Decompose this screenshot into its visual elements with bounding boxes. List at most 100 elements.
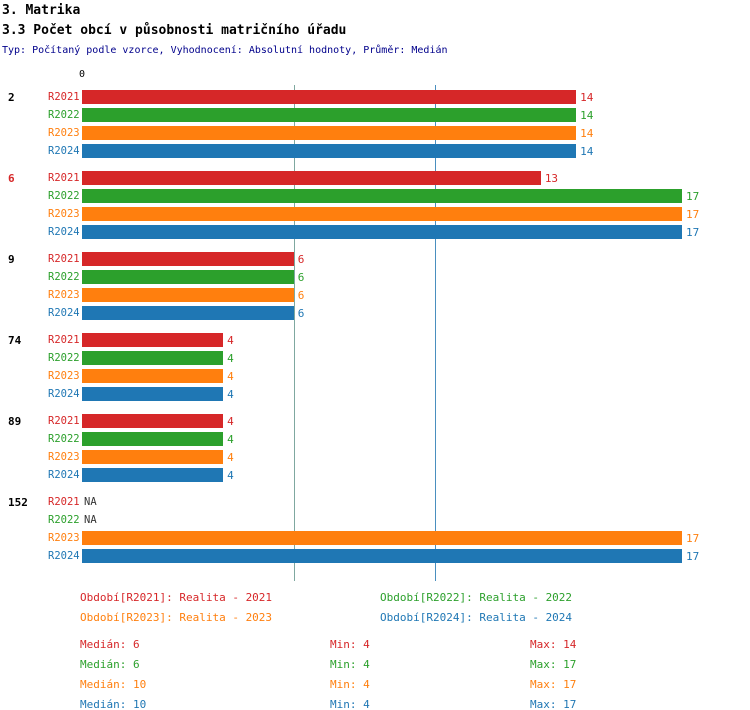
bar-value-label: 6 [297,306,305,320]
series-label: R2023 [48,208,80,220]
bar-value-label: 4 [227,351,234,365]
chart-meta: Typ: Počítaný podle vzorce, Vyhodnocení:… [2,45,448,56]
bar [82,369,224,383]
series-label: R2022 [48,514,80,526]
series-label: R2021 [48,334,80,346]
max-stat: Max: 17 [530,678,577,691]
bar-row: 6 R2021 13 [0,171,750,185]
bar-row: R2023 6 [0,288,750,302]
min-stat: Min: 4 [330,658,370,671]
bar-value-label: 6 [297,252,305,266]
bar-row: R2022 6 [0,270,750,284]
legend: Období[R2021]: Realita - 2021 Období[R202… [80,591,750,624]
bar-value-label: 6 [297,270,305,284]
bar [82,207,682,221]
min-stat: Min: 4 [330,678,370,691]
bar-row: 74 R2021 4 [0,333,750,347]
bar-row: R2023 17 [0,531,750,545]
bar [82,450,224,464]
stats-row: Medián: 10 Min: 4 Max: 17 [80,679,750,691]
series-label: R2021 [48,253,80,265]
bar [82,108,577,122]
bar-row: R2022 NA [0,513,750,527]
bar [82,306,294,320]
legend-item: Období[R2022]: Realita - 2022 [380,591,573,604]
bar-value-label: 14 [580,126,594,140]
series-label: R2023 [48,127,80,139]
series-label: R2021 [48,415,80,427]
category-label: 9 [8,252,15,266]
median-gridline [434,85,436,581]
stats-row: Medián: 10 Min: 4 Max: 17 [80,699,750,710]
plot-area: 2 R2021 14 R2022 14 R2023 14 R2024 14 6 R2021 13 R20… [0,85,750,581]
series-label: R2023 [48,532,80,544]
median-stat: Medián: 6 [80,638,140,651]
report-title: 3. Matrika [2,3,81,18]
bar-row: R2023 4 [0,369,750,383]
series-label: R2024 [48,550,80,562]
series-label: R2022 [48,109,80,121]
bar [82,270,294,284]
bar-row: R2023 4 [0,450,750,464]
bar-value-label: 4 [227,414,234,428]
legend-item: Období[R2023]: Realita - 2023 [80,611,273,624]
bar [82,126,577,140]
median-stat: Medián: 6 [80,658,140,671]
axis-zero-label: 0 [78,69,86,80]
bar [82,549,682,563]
category-label: 74 [8,333,22,347]
bar-value-label: 17 [686,189,700,203]
bar [82,288,294,302]
series-label: R2024 [48,145,80,157]
bar [82,171,541,185]
stats-table: Medián: 6 Min: 4 Max: 14 Medián: 6 Min: 4 Max… [80,639,750,710]
series-label: R2024 [48,226,80,238]
series-label: R2022 [48,271,80,283]
max-stat: Max: 17 [530,658,577,671]
series-label: R2024 [48,388,80,400]
series-label: R2022 [48,352,80,364]
median-stat: Medián: 10 [80,678,147,691]
category-label: 2 [8,90,15,104]
bar-row: 89 R2021 4 [0,414,750,428]
na-label: NA [84,496,97,508]
bar [82,90,577,104]
series-label: R2024 [48,469,80,481]
bar-value-label: 17 [686,531,700,545]
bar [82,432,224,446]
bar-row: R2024 17 [0,549,750,563]
chart-title: 3.3 Počet obcí v působnosti matričního ú… [2,23,347,38]
bar [82,189,682,203]
bar [82,531,682,545]
bar-value-label: 4 [227,333,234,347]
bar-row: R2024 6 [0,306,750,320]
bar [82,414,224,428]
stats-row: Medián: 6 Min: 4 Max: 17 [80,659,750,671]
bar-row: R2022 4 [0,432,750,446]
bar-row: R2022 17 [0,189,750,203]
series-label: R2023 [48,289,80,301]
legend-item: Období[R2021]: Realita - 2021 [80,591,273,604]
na-label: NA [84,514,97,526]
series-label: R2021 [48,91,80,103]
bar [82,252,294,266]
min-stat: Min: 4 [330,698,370,710]
bar-row: 9 R2021 6 [0,252,750,266]
min-stat: Min: 4 [330,638,370,651]
category-label: 6 [8,171,15,185]
bar-row: R2024 17 [0,225,750,239]
bar-value-label: 13 [544,171,559,185]
bar-value-label: 4 [227,432,234,446]
series-label: R2023 [48,451,80,463]
median-stat: Medián: 10 [80,698,147,710]
series-label: R2021 [48,496,80,508]
median-gridline [293,85,295,581]
series-label: R2021 [48,172,80,184]
bar [82,225,682,239]
bar-value-label: 17 [686,549,700,563]
max-stat: Max: 14 [530,638,577,651]
series-label: R2024 [48,307,80,319]
bar-value-label: 4 [227,387,234,401]
bar [82,333,224,347]
